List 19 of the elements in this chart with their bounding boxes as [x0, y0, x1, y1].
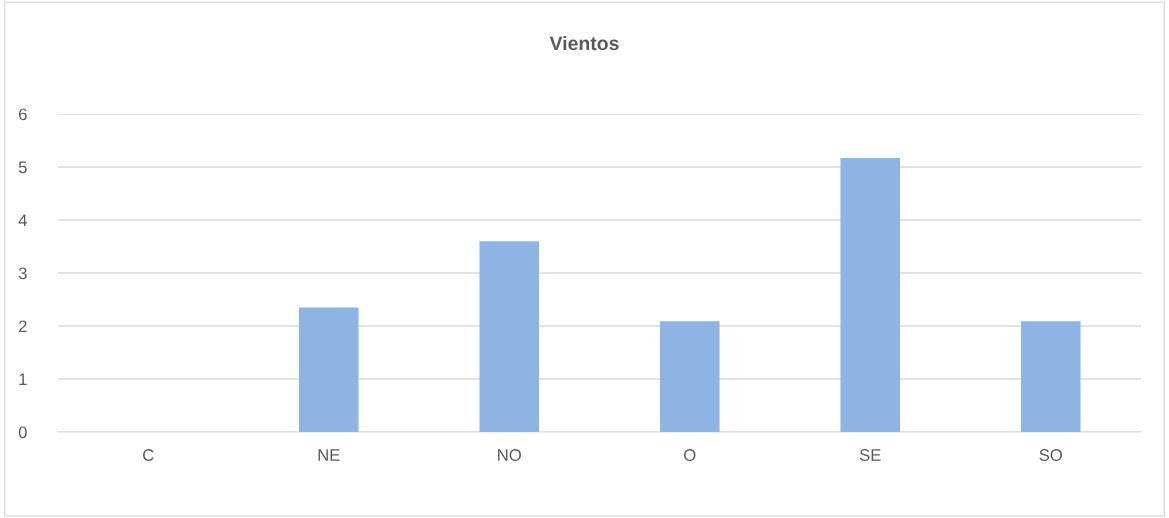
- bar: [479, 241, 540, 432]
- x-tick-label: O: [684, 449, 696, 461]
- x-tick-label: NO: [498, 449, 521, 461]
- bar: [298, 307, 359, 432]
- bar: [840, 157, 901, 432]
- bar: [659, 321, 720, 432]
- x-tick-label: SO: [1039, 449, 1062, 461]
- y-tick-label: 4: [18, 214, 27, 227]
- y-tick-label: 1: [19, 373, 27, 386]
- y-tick-label: 3: [18, 267, 27, 280]
- x-tick-label: NE: [318, 449, 340, 461]
- x-tick-label: SE: [859, 449, 881, 461]
- y-tick-label: 0: [18, 426, 27, 439]
- y-tick-label: 6: [19, 108, 27, 121]
- bar: [1020, 321, 1081, 432]
- y-tick-label: 2: [19, 320, 27, 333]
- chart-title: Vientos: [549, 35, 619, 51]
- y-tick-label: 5: [18, 161, 27, 174]
- x-tick-label: C: [143, 449, 154, 461]
